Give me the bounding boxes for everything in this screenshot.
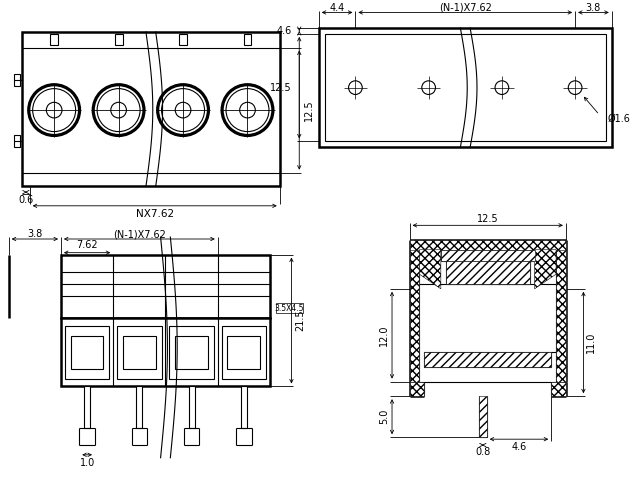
- Circle shape: [495, 81, 509, 94]
- Circle shape: [29, 85, 80, 135]
- Bar: [479, 396, 487, 437]
- Bar: [441, 250, 534, 261]
- Bar: [50, 34, 58, 45]
- Bar: [136, 387, 142, 428]
- Text: 0.6: 0.6: [18, 195, 34, 205]
- Bar: [325, 34, 606, 141]
- Bar: [318, 28, 612, 147]
- Circle shape: [32, 89, 76, 132]
- Bar: [556, 240, 566, 382]
- Circle shape: [175, 102, 191, 118]
- Circle shape: [158, 85, 208, 135]
- Text: 3.5X4.5: 3.5X4.5: [275, 304, 304, 313]
- Text: 4.6: 4.6: [276, 26, 292, 36]
- Bar: [410, 240, 419, 382]
- Bar: [175, 335, 208, 369]
- Text: 4.4: 4.4: [329, 2, 345, 13]
- Bar: [424, 352, 551, 367]
- Bar: [123, 335, 155, 369]
- Circle shape: [97, 89, 140, 132]
- Bar: [65, 326, 110, 379]
- Polygon shape: [534, 250, 556, 289]
- Bar: [14, 74, 20, 86]
- Circle shape: [222, 85, 273, 135]
- Text: 0.8: 0.8: [475, 447, 490, 457]
- Circle shape: [226, 89, 269, 132]
- Bar: [71, 335, 103, 369]
- Bar: [551, 382, 566, 396]
- Bar: [117, 326, 162, 379]
- Text: 5.0: 5.0: [379, 409, 389, 425]
- Bar: [227, 335, 260, 369]
- Circle shape: [47, 102, 62, 118]
- Bar: [61, 318, 270, 387]
- Circle shape: [240, 102, 255, 118]
- Text: (N-1)X7.62: (N-1)X7.62: [439, 2, 492, 13]
- Text: 1.0: 1.0: [80, 457, 95, 468]
- Bar: [14, 135, 20, 147]
- Text: NX7.62: NX7.62: [136, 209, 174, 219]
- Text: 3.8: 3.8: [586, 2, 601, 13]
- Text: 12.0: 12.0: [379, 324, 389, 346]
- Text: 12.5: 12.5: [477, 214, 499, 225]
- Text: 4.6: 4.6: [512, 442, 527, 452]
- Text: 7.62: 7.62: [76, 240, 98, 250]
- Text: 12.5: 12.5: [270, 82, 292, 93]
- Bar: [22, 32, 280, 186]
- Polygon shape: [419, 250, 441, 289]
- Bar: [446, 261, 530, 284]
- Text: 12.5: 12.5: [304, 99, 314, 121]
- Text: 3.8: 3.8: [27, 229, 43, 239]
- Bar: [410, 240, 566, 250]
- Text: (N-1)X7.62: (N-1)X7.62: [113, 229, 166, 239]
- Bar: [276, 304, 303, 313]
- Circle shape: [111, 102, 126, 118]
- Bar: [84, 387, 90, 428]
- Circle shape: [162, 89, 204, 132]
- Bar: [115, 34, 122, 45]
- Bar: [189, 387, 194, 428]
- Circle shape: [348, 81, 362, 94]
- Bar: [241, 387, 247, 428]
- Circle shape: [422, 81, 436, 94]
- Bar: [61, 254, 270, 318]
- Text: Ø1.6: Ø1.6: [607, 114, 630, 124]
- Circle shape: [568, 81, 582, 94]
- Text: 21.5: 21.5: [295, 310, 305, 331]
- Bar: [179, 34, 187, 45]
- Bar: [169, 326, 214, 379]
- Bar: [410, 382, 424, 396]
- Circle shape: [93, 85, 144, 135]
- Bar: [222, 326, 266, 379]
- Bar: [243, 34, 252, 45]
- Text: 11.0: 11.0: [586, 332, 596, 353]
